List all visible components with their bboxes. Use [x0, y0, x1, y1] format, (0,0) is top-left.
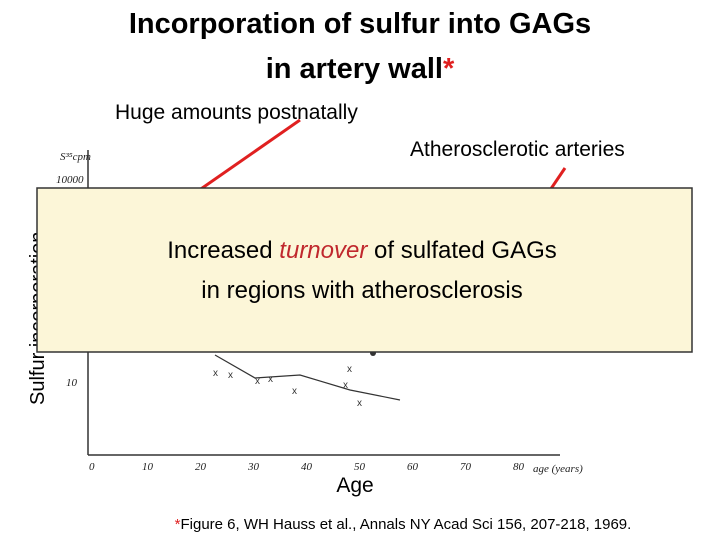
y-tick-label: 10000 — [56, 174, 84, 186]
x-unit: age (years) — [533, 463, 583, 475]
x-tick-label: 10 — [142, 461, 154, 473]
x-tick-label: 50 — [354, 461, 366, 473]
glyph: x — [292, 386, 297, 397]
glyph: x — [213, 368, 218, 379]
title-marker: * — [443, 53, 455, 85]
x-tick-label: 70 — [460, 461, 472, 473]
callout-emphasis: turnover — [279, 237, 368, 264]
title-text: in artery wall — [266, 53, 443, 85]
callout-line: in regions with atherosclerosis — [201, 277, 522, 304]
footnote: *Figure 6, WH Hauss et al., Annals NY Ac… — [175, 516, 632, 533]
y-tick-label: 10 — [66, 377, 78, 389]
x-tick-label: 80 — [513, 461, 525, 473]
glyph: x — [347, 364, 352, 375]
x-tick-label: 0 — [89, 461, 95, 473]
x-axis-label: Age — [336, 474, 373, 497]
annotation: Huge amounts postnatally — [115, 101, 358, 124]
glyph: x — [255, 376, 260, 387]
glyph: x — [357, 398, 362, 409]
footnote-marker: * — [175, 516, 181, 533]
title-line: in artery wall* — [266, 53, 455, 85]
callout-text: Increased — [167, 237, 279, 264]
callout-line: Increased turnover of sulfated GAGs — [167, 237, 557, 264]
callout-box — [36, 187, 693, 353]
trend-line — [214, 354, 401, 401]
y-unit: S³⁵cpm — [60, 151, 91, 163]
pointer-arrow — [184, 118, 301, 202]
x-tick-label: 30 — [247, 461, 260, 473]
glyph: x — [228, 370, 233, 381]
callout-text: of sulfated GAGs — [367, 237, 556, 264]
glyph: x — [268, 374, 273, 385]
x-tick-label: 20 — [195, 461, 207, 473]
title-line: Incorporation of sulfur into GAGs — [129, 8, 591, 40]
annotation: Atherosclerotic arteries — [410, 138, 625, 161]
glyph: x — [343, 380, 348, 391]
x-tick-label: 60 — [407, 461, 419, 473]
x-tick-label: 40 — [301, 461, 313, 473]
footnote-text: Figure 6, WH Hauss et al., Annals NY Aca… — [181, 516, 632, 533]
